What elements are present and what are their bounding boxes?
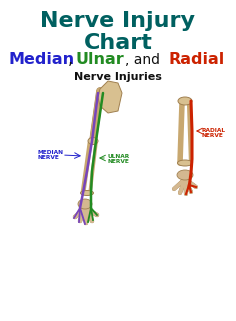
Text: Nerve Injury: Nerve Injury — [41, 11, 195, 31]
Text: Nerve Injuries: Nerve Injuries — [74, 72, 162, 82]
Ellipse shape — [177, 170, 193, 180]
Text: Ulnar: Ulnar — [76, 53, 124, 67]
Text: Radial: Radial — [169, 53, 225, 67]
Ellipse shape — [80, 190, 93, 195]
Ellipse shape — [178, 97, 192, 105]
Polygon shape — [98, 81, 122, 113]
Text: Chart: Chart — [84, 33, 152, 53]
Ellipse shape — [88, 137, 98, 144]
Ellipse shape — [78, 199, 92, 209]
Text: MEDIAN
NERVE: MEDIAN NERVE — [38, 150, 64, 160]
Text: Median: Median — [8, 53, 74, 67]
Text: , and: , and — [125, 53, 165, 67]
Text: ,: , — [67, 53, 72, 67]
Text: ULNAR
NERVE: ULNAR NERVE — [107, 154, 129, 164]
Text: RADIAL
NERVE: RADIAL NERVE — [202, 128, 226, 138]
Ellipse shape — [177, 160, 193, 166]
